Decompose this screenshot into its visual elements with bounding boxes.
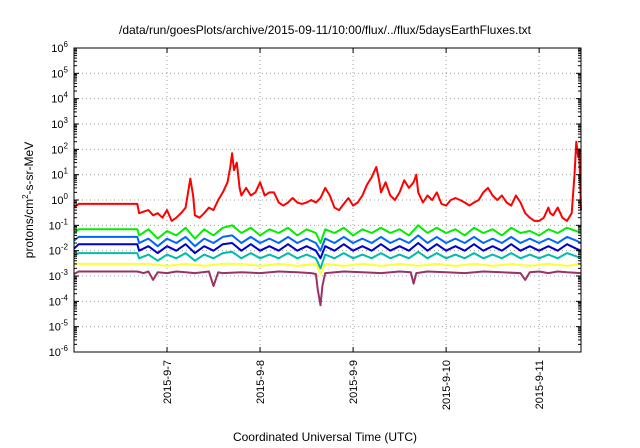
y-tick-label: 10-6 <box>49 344 69 359</box>
y-tick-base: 10 <box>49 322 61 334</box>
y-axis-label-rest: -s-sr-MeV <box>22 142 36 195</box>
x-tick-label: 2015-9-9 <box>348 360 360 404</box>
series-line-6 <box>73 270 582 307</box>
y-tick-label: 10-1 <box>49 217 69 232</box>
y-tick-base: 10 <box>51 195 63 207</box>
y-tick-base: 10 <box>49 296 61 308</box>
y-axis-label-superscript: 2 <box>21 194 30 199</box>
y-tick-label: 101 <box>51 167 68 182</box>
y-tick-label: 104 <box>51 91 68 106</box>
x-tick-label: 2015-9-7 <box>162 360 174 404</box>
y-tick-base: 10 <box>49 271 61 283</box>
series-line-0 <box>73 140 582 222</box>
y-tick-exponent: 0 <box>64 192 69 201</box>
y-tick-base: 10 <box>51 43 63 55</box>
x-tick-label: 2015-9-11 <box>534 360 546 409</box>
y-tick-label: 102 <box>51 141 68 156</box>
y-tick-label: 105 <box>51 65 68 80</box>
y-tick-exponent: -5 <box>61 319 69 328</box>
y-tick-exponent: 3 <box>64 116 69 125</box>
x-tick-label: 2015-9-10 <box>441 360 453 410</box>
grid-lines <box>74 48 581 352</box>
y-tick-label: 10-3 <box>49 268 69 283</box>
y-tick-label: 10-2 <box>49 243 69 258</box>
y-tick-label: 106 <box>51 40 68 55</box>
y-tick-base: 10 <box>51 144 63 156</box>
y-tick-exponent: 1 <box>64 167 69 176</box>
y-tick-exponent: 5 <box>64 65 69 74</box>
y-axis-label: protons/cm2-s-sr-MeV <box>21 142 36 258</box>
y-tick-exponent: 2 <box>64 141 69 150</box>
series-line-5 <box>74 262 582 275</box>
y-tick-base: 10 <box>49 347 61 359</box>
y-tick-label: 10-5 <box>49 319 69 334</box>
y-tick-exponent: 6 <box>64 40 69 49</box>
y-tick-base: 10 <box>51 170 63 182</box>
series-line-3 <box>73 242 582 260</box>
y-tick-exponent: -1 <box>61 217 69 226</box>
series-line-4 <box>73 250 582 270</box>
y-tick-base: 10 <box>51 119 63 131</box>
y-tick-exponent: 4 <box>64 91 69 100</box>
x-axis-label: Coordinated Universal Time (UTC) <box>233 430 417 444</box>
series-line-1 <box>73 224 582 244</box>
y-tick-label: 10-4 <box>49 293 69 308</box>
chart-title: /data/run/goesPlots/archive/2015-09-11/1… <box>119 23 532 37</box>
y-tick-base: 10 <box>49 220 61 232</box>
y-tick-exponent: -2 <box>61 243 69 252</box>
y-tick-exponent: -4 <box>61 293 69 302</box>
y-tick-base: 10 <box>51 68 63 80</box>
x-tick-label: 2015-9-8 <box>255 360 267 404</box>
y-tick-base: 10 <box>49 246 61 258</box>
y-tick-exponent: -6 <box>61 344 69 353</box>
y-tick-exponent: -3 <box>61 268 69 277</box>
series-line-2 <box>73 234 582 252</box>
y-axis-label-main: protons/cm <box>22 199 36 258</box>
series-group <box>73 140 582 307</box>
y-tick-base: 10 <box>51 94 63 106</box>
y-tick-label: 100 <box>51 192 68 207</box>
y-axis: 10-610-510-410-310-210-11001011021031041… <box>49 40 581 359</box>
x-axis: 2015-9-7 2015-9-8 2015-9-9 2015-9-10 2015-9-… <box>162 48 546 410</box>
y-tick-label: 103 <box>51 116 68 131</box>
